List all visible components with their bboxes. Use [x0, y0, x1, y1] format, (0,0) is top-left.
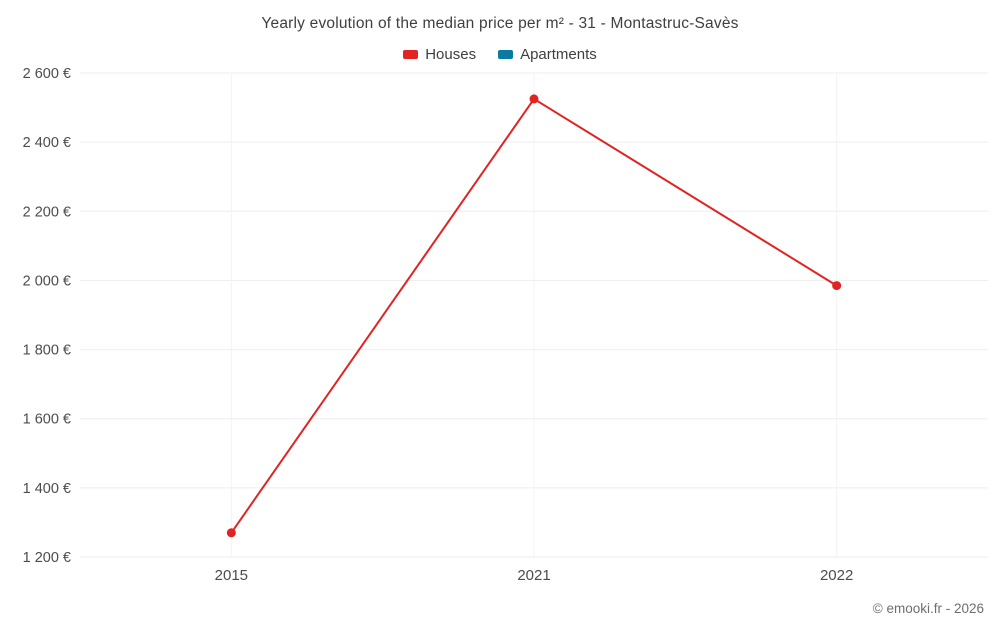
svg-text:2 400 €: 2 400 €	[23, 135, 71, 151]
svg-text:1 600 €: 1 600 €	[23, 412, 71, 428]
x-axis-labels: 2015 2021 2022	[215, 567, 854, 584]
houses-series-swatch-icon	[403, 50, 419, 59]
svg-text:2 200 €: 2 200 €	[23, 204, 71, 220]
vertical-gridlines	[230, 73, 838, 557]
svg-text:2021: 2021	[517, 567, 550, 584]
legend-label-houses: Houses	[425, 46, 477, 63]
svg-text:2 000 €: 2 000 €	[23, 273, 71, 289]
svg-text:1 400 €: 1 400 €	[23, 481, 71, 497]
svg-text:2 600 €: 2 600 €	[23, 66, 71, 82]
chart-legend: Houses Apartments	[0, 46, 1000, 63]
legend-item-houses[interactable]: Houses	[403, 46, 476, 63]
chart-title: Yearly evolution of the median price per…	[261, 15, 739, 32]
legend-item-apartments[interactable]: Apartments	[498, 46, 597, 63]
svg-text:1 800 €: 1 800 €	[23, 343, 71, 359]
copyright-text: © emooki.fr - 2026	[872, 601, 984, 616]
svg-text:2022: 2022	[820, 567, 853, 584]
y-axis-labels: 1 200 € 1 400 € 1 600 € 1 800 € 2 000 € 2 200…	[23, 66, 71, 566]
legend-label-apartments: Apartments	[520, 46, 597, 63]
houses-series-points	[226, 94, 842, 538]
svg-text:1 200 €: 1 200 €	[23, 550, 71, 566]
svg-text:2015: 2015	[215, 567, 248, 584]
apartments-series-swatch-icon	[498, 50, 514, 59]
